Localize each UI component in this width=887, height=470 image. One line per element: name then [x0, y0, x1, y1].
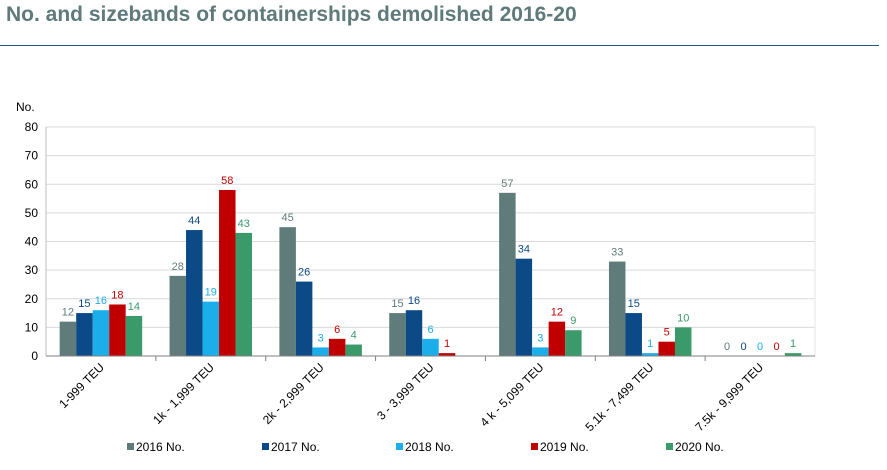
data-label: 57 — [501, 178, 513, 190]
y-tick-label: 60 — [25, 177, 39, 191]
data-label: 1 — [790, 338, 796, 350]
legend-label: 2017 No. — [271, 440, 320, 454]
data-label: 6 — [334, 324, 340, 336]
legend-swatch — [531, 443, 538, 450]
y-tick-label: 50 — [25, 206, 39, 220]
data-label: 12 — [62, 307, 74, 319]
y-tick-label: 20 — [25, 292, 39, 306]
y-axis-title: No. — [16, 100, 35, 114]
bar — [532, 347, 549, 356]
data-label: 45 — [282, 212, 294, 224]
bar — [608, 261, 626, 356]
x-tick-label: 3 - 3,999 TEU — [374, 360, 437, 423]
data-label: 0 — [757, 341, 763, 353]
y-tick-label: 10 — [25, 320, 39, 334]
legend-swatch — [262, 443, 269, 450]
data-label: 15 — [78, 298, 90, 310]
bar — [658, 341, 675, 356]
y-tick-label: 30 — [25, 263, 39, 277]
bar — [235, 232, 253, 356]
data-label: 16 — [408, 295, 420, 307]
data-label: 12 — [551, 307, 563, 319]
bar — [625, 313, 642, 356]
x-tick-label: 4 k - 5,099 TEU — [477, 360, 546, 429]
data-label: 43 — [238, 218, 250, 230]
data-label: 10 — [677, 312, 689, 324]
data-label: 14 — [128, 301, 140, 313]
bar — [59, 321, 77, 356]
bar — [565, 330, 582, 356]
title-divider — [0, 45, 879, 46]
bar — [422, 338, 439, 356]
data-label: 16 — [95, 295, 107, 307]
x-tick-label: 2k - 2,999 TEU — [260, 360, 327, 427]
page-title: No. and sizebands of containerships demo… — [6, 3, 577, 26]
bar — [92, 310, 110, 356]
bar — [389, 313, 406, 356]
bar — [515, 258, 533, 356]
bar — [499, 192, 516, 356]
y-tick-label: 40 — [25, 235, 39, 249]
legend-swatch — [127, 443, 134, 450]
x-tick-label: 5.1k - 7,499 TEU — [582, 360, 656, 434]
data-label: 9 — [570, 315, 576, 327]
bar — [125, 315, 143, 356]
x-tick-label: 7.5k - 9,999 TEU — [692, 360, 766, 434]
bar — [784, 353, 802, 356]
grid-layer — [46, 126, 816, 356]
data-label: 5 — [664, 327, 670, 339]
data-label: 6 — [427, 324, 433, 336]
bar — [438, 353, 456, 356]
bar — [641, 353, 659, 356]
bar — [219, 189, 236, 356]
data-label: 0 — [724, 341, 730, 353]
bar — [169, 275, 187, 356]
y-tick-label: 70 — [25, 149, 39, 163]
legend-swatch — [396, 443, 403, 450]
legend-layer: 2016 No. 2017 No. 2018 No. 2019 No. 2020 No. — [127, 440, 724, 454]
legend-swatch — [666, 443, 673, 450]
bar — [328, 338, 346, 356]
y-tick-label: 0 — [31, 349, 38, 363]
bar — [76, 313, 93, 356]
data-label: 1 — [647, 338, 653, 350]
data-label: 18 — [111, 289, 123, 301]
bar — [295, 281, 313, 356]
data-label: 15 — [628, 298, 640, 310]
x-tick-label: 1-999 TEU — [56, 360, 107, 411]
data-label: 0 — [774, 341, 780, 353]
bar — [186, 230, 203, 356]
bar — [548, 321, 566, 356]
data-label: 4 — [351, 330, 357, 342]
legend-label: 2018 No. — [405, 440, 454, 454]
y-tick-label: 80 — [25, 120, 39, 134]
bar — [109, 304, 126, 356]
bar — [279, 227, 296, 356]
data-label: 1 — [444, 338, 450, 350]
bar — [345, 344, 362, 356]
data-label: 33 — [611, 247, 623, 259]
bar — [202, 301, 220, 356]
data-label: 44 — [188, 215, 200, 227]
data-label: 3 — [537, 332, 543, 344]
data-label: 28 — [172, 261, 184, 273]
data-label: 3 — [318, 332, 324, 344]
bar-layer — [59, 189, 802, 356]
data-label: 34 — [518, 244, 530, 256]
bar — [405, 310, 423, 356]
bar — [312, 347, 329, 356]
data-label: 26 — [298, 267, 310, 279]
x-tick-label: 1k - 1,999 TEU — [150, 360, 217, 427]
legend-label: 2020 No. — [675, 440, 724, 454]
bar — [674, 327, 692, 356]
legend-label: 2016 No. — [136, 440, 185, 454]
data-label: 19 — [205, 287, 217, 299]
data-label: 0 — [741, 341, 747, 353]
data-label: 58 — [221, 175, 233, 187]
data-label: 15 — [391, 298, 403, 310]
legend-label: 2019 No. — [540, 440, 589, 454]
